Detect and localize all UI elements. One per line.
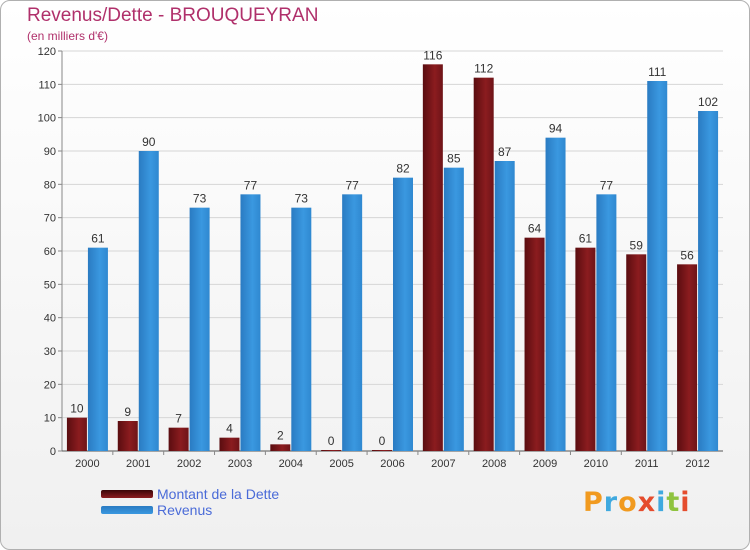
y-tick-label: 10 <box>44 413 56 425</box>
proxiti-logo: Proxiti <box>583 487 691 518</box>
data-label-revenus: 77 <box>600 178 614 192</box>
data-label-dette: 56 <box>680 248 694 262</box>
y-tick-label: 50 <box>44 279 56 291</box>
x-tick-label: 2000 <box>75 458 99 470</box>
logo-letter: t <box>666 487 681 518</box>
logo-letter: r <box>603 487 619 518</box>
data-label-dette: 10 <box>70 402 84 416</box>
x-tick-label: 2011 <box>635 458 659 470</box>
x-tick-label: 2008 <box>482 458 506 470</box>
bar-dette <box>575 247 596 451</box>
y-tick-label: 110 <box>38 79 56 91</box>
x-tick-label: 2003 <box>228 458 252 470</box>
data-label-dette: 61 <box>579 232 593 246</box>
data-label-dette: 116 <box>423 48 442 62</box>
bar-revenus <box>545 137 566 451</box>
y-tick-label: 20 <box>44 379 56 391</box>
y-tick-label: 60 <box>44 246 56 258</box>
data-label-dette: 2 <box>277 428 284 442</box>
x-tick-label: 2004 <box>279 458 303 470</box>
bar-dette <box>473 77 494 452</box>
x-tick-label: 2009 <box>533 458 557 470</box>
data-label-dette: 9 <box>124 405 131 419</box>
data-label-revenus: 77 <box>345 178 359 192</box>
data-label-revenus: 102 <box>698 95 718 109</box>
logo-letter: x <box>637 487 657 518</box>
y-tick-label: 90 <box>44 146 56 158</box>
bar-dette <box>117 421 138 451</box>
chart-subtitle: (en milliers d'€) <box>27 29 108 43</box>
legend-label-revenus: Revenus <box>157 502 213 518</box>
y-tick-label: 120 <box>38 46 56 58</box>
bar-dette <box>372 450 392 451</box>
data-label-revenus: 73 <box>295 192 309 206</box>
data-label-revenus: 77 <box>244 178 258 192</box>
bar-revenus <box>138 151 159 451</box>
bar-revenus <box>393 177 413 451</box>
logo-letter: i <box>680 487 691 518</box>
y-tick-label: 40 <box>44 313 56 325</box>
bar-dette <box>321 450 342 451</box>
legend-swatch-dette <box>101 490 153 498</box>
data-label-revenus: 111 <box>648 65 667 79</box>
bar-revenus <box>342 194 363 452</box>
legend-label-dette: Montant de la Dette <box>157 486 280 502</box>
chart-title: Revenus/Dette - BROUQUEYRAN <box>27 5 319 26</box>
bar-dette <box>168 427 189 451</box>
data-label-dette: 4 <box>226 422 233 436</box>
data-label-revenus: 94 <box>549 122 563 136</box>
bar-revenus <box>494 161 515 451</box>
y-tick-label: 70 <box>44 213 56 225</box>
bar-dette <box>270 444 291 451</box>
x-tick-label: 2005 <box>329 458 353 470</box>
y-tick-label: 80 <box>44 179 56 191</box>
x-tick-label: 2001 <box>126 458 150 470</box>
data-label-dette: 7 <box>175 412 182 426</box>
bar-revenus <box>189 207 210 451</box>
y-tick-label: 0 <box>50 446 56 458</box>
data-label-revenus: 90 <box>142 135 156 149</box>
data-label-revenus: 82 <box>396 162 410 176</box>
bar-dette <box>66 417 87 451</box>
bar-revenus <box>443 167 464 451</box>
data-label-revenus: 73 <box>193 192 207 206</box>
data-label-revenus: 61 <box>91 232 105 246</box>
legend-swatch-revenus <box>101 506 153 514</box>
y-tick-label: 30 <box>44 346 56 358</box>
data-label-revenus: 87 <box>498 145 512 159</box>
x-tick-label: 2007 <box>431 458 455 470</box>
data-label-dette: 112 <box>474 62 493 76</box>
bar-dette <box>524 237 545 451</box>
bar-revenus <box>240 194 261 452</box>
x-tick-label: 2010 <box>584 458 608 470</box>
logo-letter: P <box>583 487 604 518</box>
x-tick-label: 2012 <box>685 458 709 470</box>
data-label-dette: 0 <box>379 434 386 448</box>
x-tick-label: 2002 <box>177 458 201 470</box>
logo-letter: o <box>618 487 638 518</box>
data-label-dette: 59 <box>630 238 644 252</box>
bar-revenus <box>291 207 312 451</box>
x-tick-label: 2006 <box>380 458 404 470</box>
bar-dette <box>219 437 240 451</box>
bar-revenus <box>87 247 108 451</box>
bar-revenus <box>698 111 719 451</box>
data-label-revenus: 85 <box>447 152 461 166</box>
data-label-dette: 64 <box>528 222 542 236</box>
bar-revenus <box>647 81 668 451</box>
bar-dette <box>422 64 443 452</box>
logo-letter: i <box>656 487 667 518</box>
bar-dette <box>677 264 698 451</box>
bar-dette <box>626 254 647 451</box>
bar-revenus <box>596 194 617 452</box>
y-tick-label: 100 <box>38 113 56 125</box>
data-label-dette: 0 <box>328 434 335 448</box>
